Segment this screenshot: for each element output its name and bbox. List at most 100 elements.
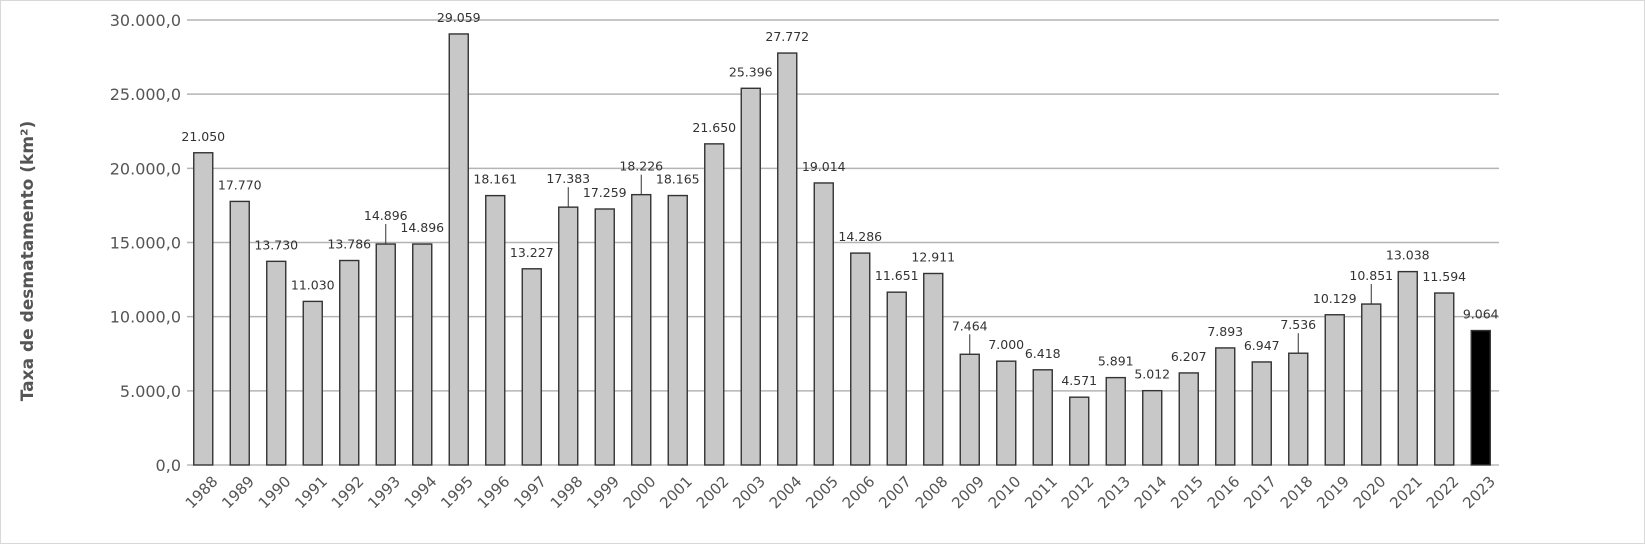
x-tick-label: 2016 <box>1204 473 1244 513</box>
bar-1995 <box>448 33 469 466</box>
value-label: 5.012 <box>1134 367 1170 382</box>
value-label: 25.396 <box>729 64 773 79</box>
x-tick-label: 2001 <box>656 473 696 513</box>
value-label: 9.064 <box>1463 307 1499 322</box>
y-tick-label: 25.000,0 <box>110 85 181 104</box>
x-tick-label: 2011 <box>1021 473 1061 513</box>
bar-1996 <box>485 194 506 466</box>
bar-2003 <box>740 87 761 466</box>
value-label: 29.059 <box>437 10 481 25</box>
value-label: 10.851 <box>1349 268 1393 283</box>
bar-2015 <box>1178 372 1199 466</box>
value-label: 5.891 <box>1098 354 1134 369</box>
value-label: 11.030 <box>291 277 335 292</box>
bar-2002 <box>704 143 725 466</box>
x-tick-label: 1992 <box>328 473 368 513</box>
bar-1993 <box>375 243 396 466</box>
x-tick-label: 2006 <box>839 473 879 513</box>
y-tick-label: 10.000,0 <box>110 308 181 327</box>
bar-2020 <box>1361 303 1382 466</box>
x-tick-label: 2015 <box>1167 473 1207 513</box>
x-tick-label: 2023 <box>1459 473 1499 513</box>
value-label: 7.536 <box>1280 317 1316 332</box>
value-label: 11.594 <box>1422 269 1466 284</box>
x-tick-label: 2013 <box>1094 473 1134 513</box>
bar-1997 <box>521 268 542 466</box>
x-tick-label: 2005 <box>802 473 842 513</box>
bar-2009 <box>959 353 980 466</box>
x-tick-label: 2008 <box>912 473 952 513</box>
value-label: 12.911 <box>911 249 955 264</box>
y-axis-ticks: 0,0 5.000,0 10.000,0 15.000,0 20.000,0 25.000… <box>110 11 181 475</box>
bar-2012 <box>1069 396 1090 466</box>
bar-1990 <box>266 260 287 466</box>
value-label: 17.770 <box>218 177 262 192</box>
x-tick-label: 2003 <box>729 473 769 513</box>
x-tick-label: 2021 <box>1386 473 1426 513</box>
bar-1999 <box>594 208 615 466</box>
x-tick-label: 1997 <box>510 473 550 513</box>
bar-2021 <box>1397 270 1418 466</box>
value-label: 7.000 <box>988 337 1024 352</box>
bars <box>193 33 1491 466</box>
value-label: 17.383 <box>546 171 590 186</box>
bar-2001 <box>667 194 688 466</box>
x-tick-label: 2022 <box>1423 473 1463 513</box>
y-tick-label: 30.000,0 <box>110 11 181 30</box>
bar-2019 <box>1324 314 1345 466</box>
bar-2018 <box>1288 352 1309 466</box>
bar-2016 <box>1215 347 1236 466</box>
value-label: 13.786 <box>327 237 371 252</box>
value-label: 6.418 <box>1025 346 1061 361</box>
value-label: 17.259 <box>583 185 627 200</box>
value-label: 18.226 <box>619 159 663 174</box>
gridlines <box>187 19 1499 466</box>
value-label: 7.464 <box>952 318 988 333</box>
value-label: 6.207 <box>1171 349 1207 364</box>
bar-1994 <box>412 243 433 466</box>
y-tick-label: 5.000,0 <box>120 382 181 401</box>
bar-2023 <box>1470 329 1491 466</box>
x-tick-label: 2019 <box>1313 473 1353 513</box>
value-label: 13.227 <box>510 245 554 260</box>
value-label: 4.571 <box>1061 373 1097 388</box>
value-label: 14.286 <box>838 229 882 244</box>
bar-2013 <box>1105 376 1126 466</box>
data-labels: 21.050 17.770 13.730 11.030 13.786 14.89614.8… <box>181 10 1498 388</box>
bar-2004 <box>777 52 798 466</box>
y-tick-label: 15.000,0 <box>110 234 181 253</box>
x-tick-label: 1989 <box>218 473 258 513</box>
x-tick-label: 1993 <box>364 473 404 513</box>
x-tick-label: 2000 <box>620 473 660 513</box>
value-label: 7.893 <box>1207 324 1243 339</box>
x-tick-label: 2020 <box>1350 473 1390 513</box>
bar-1991 <box>302 300 323 466</box>
value-label: 11.651 <box>875 268 919 283</box>
value-label: 14.896 <box>400 220 444 235</box>
x-tick-label: 2014 <box>1131 473 1171 513</box>
bar-1998 <box>558 206 579 466</box>
x-tick-label: 1999 <box>583 473 623 513</box>
value-label: 14.896 <box>364 208 408 223</box>
bar-2000 <box>631 193 652 466</box>
value-label: 27.772 <box>765 29 809 44</box>
bar-2010 <box>996 360 1017 466</box>
value-label: 13.730 <box>254 237 298 252</box>
value-label: 10.129 <box>1313 291 1357 306</box>
x-tick-label: 2004 <box>766 473 806 513</box>
bar-2008 <box>923 272 944 466</box>
bar-1989 <box>229 200 250 466</box>
x-tick-label: 2018 <box>1277 473 1317 513</box>
bar-2006 <box>850 252 871 466</box>
x-tick-label: 2012 <box>1058 473 1098 513</box>
x-tick-label: 2007 <box>875 473 915 513</box>
x-tick-label: 2010 <box>985 473 1025 513</box>
x-tick-label: 1988 <box>182 473 222 513</box>
y-axis-label: Taxa de desmatamento (km²) <box>18 121 38 402</box>
bar-1992 <box>339 259 360 466</box>
x-tick-label: 1996 <box>474 473 514 513</box>
bar-2022 <box>1434 292 1455 466</box>
bar-1988 <box>193 152 214 466</box>
value-label: 21.650 <box>692 120 736 135</box>
